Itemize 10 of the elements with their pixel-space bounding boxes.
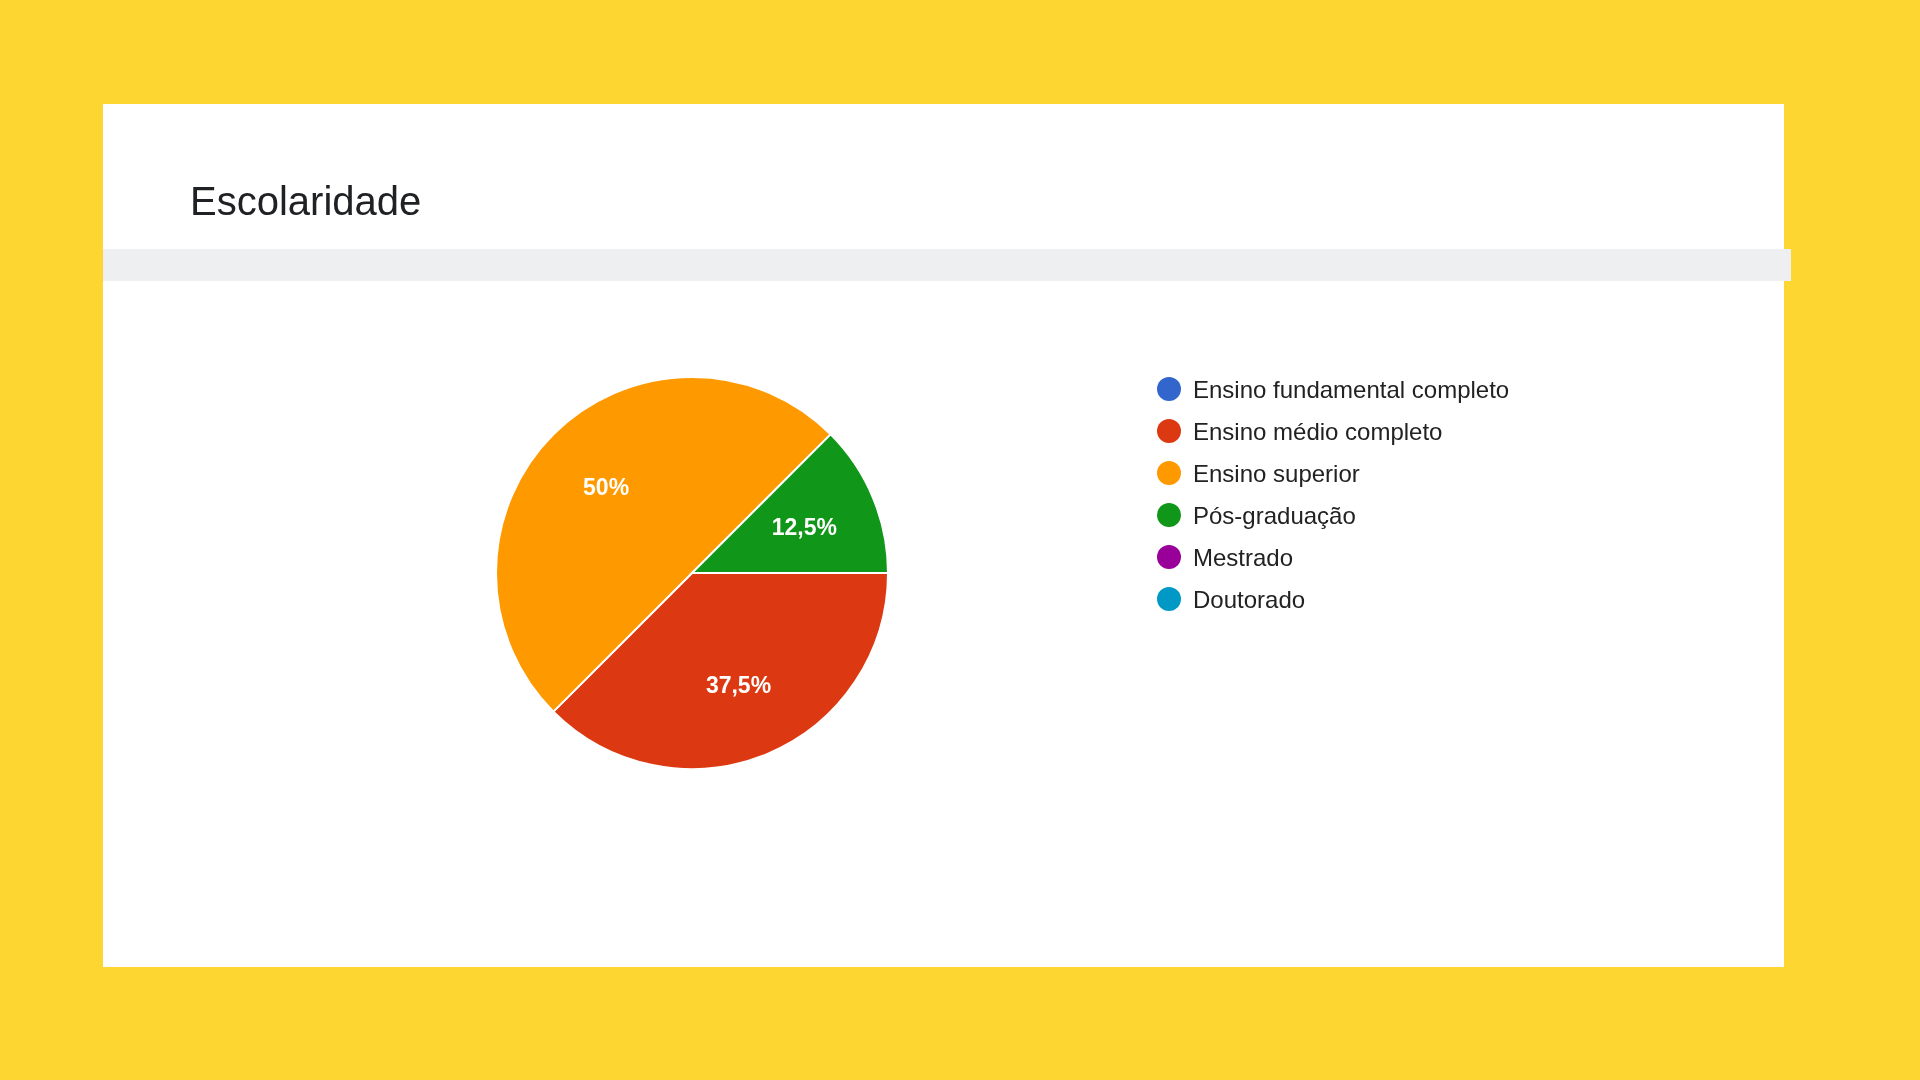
- legend-label: Ensino médio completo: [1193, 417, 1443, 445]
- chart-title: Escolaridade: [190, 179, 422, 223]
- legend-label: Ensino fundamental completo: [1193, 375, 1510, 403]
- data-label: 50%: [583, 474, 630, 501]
- legend-label: Ensino superior: [1193, 459, 1360, 487]
- legend-label: Doutorado: [1193, 585, 1306, 613]
- legend-label: Pós-graduação: [1193, 501, 1356, 529]
- data-label: 12,5%: [771, 513, 837, 540]
- legend-label: Mestrado: [1193, 543, 1294, 571]
- data-label: 37,5%: [705, 672, 772, 699]
